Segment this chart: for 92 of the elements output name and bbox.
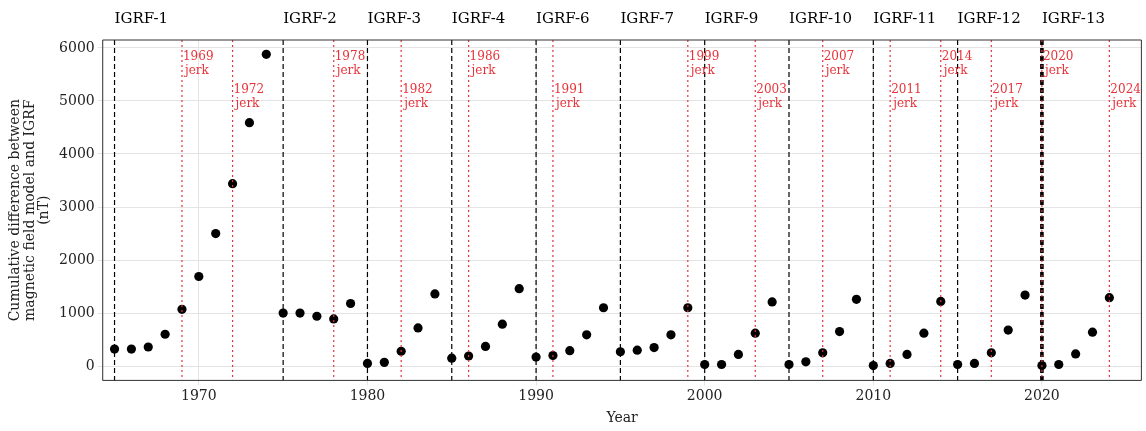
ref-line-label: 2020 jerk — [1042, 49, 1074, 78]
ref-line-label: 1986 jerk — [469, 49, 501, 78]
point — [1087, 327, 1098, 337]
ref-line-label: 1978 jerk — [334, 49, 366, 78]
ref-line-label: 2007 jerk — [823, 49, 855, 78]
point — [160, 329, 170, 339]
x-tick-label: 2000 — [686, 387, 723, 404]
point — [1054, 359, 1064, 370]
ref-line-label: IGRF-12 — [957, 9, 1021, 28]
point — [514, 284, 524, 294]
point — [700, 359, 710, 370]
ref-line-label: IGRF-7 — [620, 9, 674, 28]
point — [834, 327, 845, 337]
point — [497, 319, 507, 329]
x-tick-label: 1970 — [181, 387, 217, 404]
point — [194, 271, 204, 282]
x-tick-label: 2010 — [855, 387, 892, 404]
point — [244, 118, 255, 128]
ref-line-label: 1991 jerk — [553, 82, 585, 111]
ref-line-label: IGRF-4 — [451, 9, 506, 28]
x-tick-label: 2020 — [1024, 387, 1060, 404]
point — [683, 303, 693, 313]
y-tick-label: 4000 — [59, 144, 95, 161]
point — [632, 345, 642, 355]
ref-line-label: 2011 jerk — [891, 82, 922, 111]
point — [379, 357, 389, 367]
ref-line-label: 1972 jerk — [233, 82, 265, 111]
point — [868, 360, 878, 371]
y-tick-label: 0 — [85, 356, 95, 373]
x-tick-label: 1980 — [349, 387, 386, 404]
y-tick-label: 6000 — [59, 38, 95, 55]
point — [767, 297, 777, 307]
ref-line-label: 2014 jerk — [941, 49, 973, 78]
ref-line-label: 1969 jerk — [182, 49, 214, 78]
point — [598, 303, 609, 313]
x-tick-label: 1990 — [518, 387, 554, 404]
ref-line-label: IGRF-13 — [1041, 9, 1106, 28]
point — [227, 179, 238, 189]
point — [1104, 293, 1114, 303]
y-axis-title: Cumulative difference between magnetic field model and IGRF (nT) — [5, 99, 52, 322]
point — [480, 341, 491, 352]
point — [750, 328, 760, 338]
ref-line-label: IGRF-6 — [536, 9, 590, 28]
point — [261, 49, 271, 59]
ref-line-label: IGRF-3 — [367, 9, 422, 28]
point — [1003, 325, 1013, 335]
ref-line-label: 2017 jerk — [992, 82, 1023, 111]
point — [211, 228, 221, 239]
point — [345, 298, 356, 309]
point — [396, 346, 406, 356]
point — [902, 349, 912, 360]
point — [986, 348, 996, 358]
y-tick-label: 5000 — [59, 91, 95, 108]
ref-line-label: 1982 jerk — [402, 82, 433, 111]
ref-line-label: 2024 jerk — [1110, 82, 1142, 111]
ref-line-label: IGRF-2 — [283, 9, 337, 28]
point — [143, 342, 153, 352]
point — [666, 330, 676, 340]
y-tick-label: 2000 — [59, 250, 95, 267]
point — [851, 294, 862, 304]
point — [362, 358, 373, 369]
point — [818, 348, 828, 358]
y-tick-label: 1000 — [59, 303, 95, 320]
point — [312, 311, 322, 321]
ref-line-label: IGRF-1 — [114, 9, 169, 28]
ref-line-label: IGRF-9 — [704, 9, 759, 28]
point — [1071, 349, 1081, 359]
ref-line-label: IGRF-11 — [873, 9, 937, 28]
point — [649, 342, 659, 353]
point — [126, 344, 136, 354]
point — [464, 351, 474, 361]
point — [413, 323, 423, 333]
point — [953, 359, 963, 370]
point — [919, 328, 929, 338]
point — [733, 349, 744, 360]
y-tick-label: 3000 — [59, 197, 95, 214]
point — [801, 357, 811, 367]
point — [969, 358, 980, 369]
ref-line-label: 2003 jerk — [756, 82, 787, 111]
point — [430, 289, 440, 299]
ref-line-label: IGRF-10 — [788, 9, 853, 28]
point — [582, 330, 592, 340]
point — [329, 314, 339, 324]
point — [615, 347, 625, 357]
x-axis-title: Year — [605, 409, 639, 426]
point — [885, 358, 895, 369]
point — [565, 346, 575, 356]
point — [936, 296, 946, 306]
ref-line-label: 1999 jerk — [688, 49, 720, 78]
point — [1020, 290, 1030, 300]
point — [295, 308, 305, 318]
point — [716, 359, 727, 370]
